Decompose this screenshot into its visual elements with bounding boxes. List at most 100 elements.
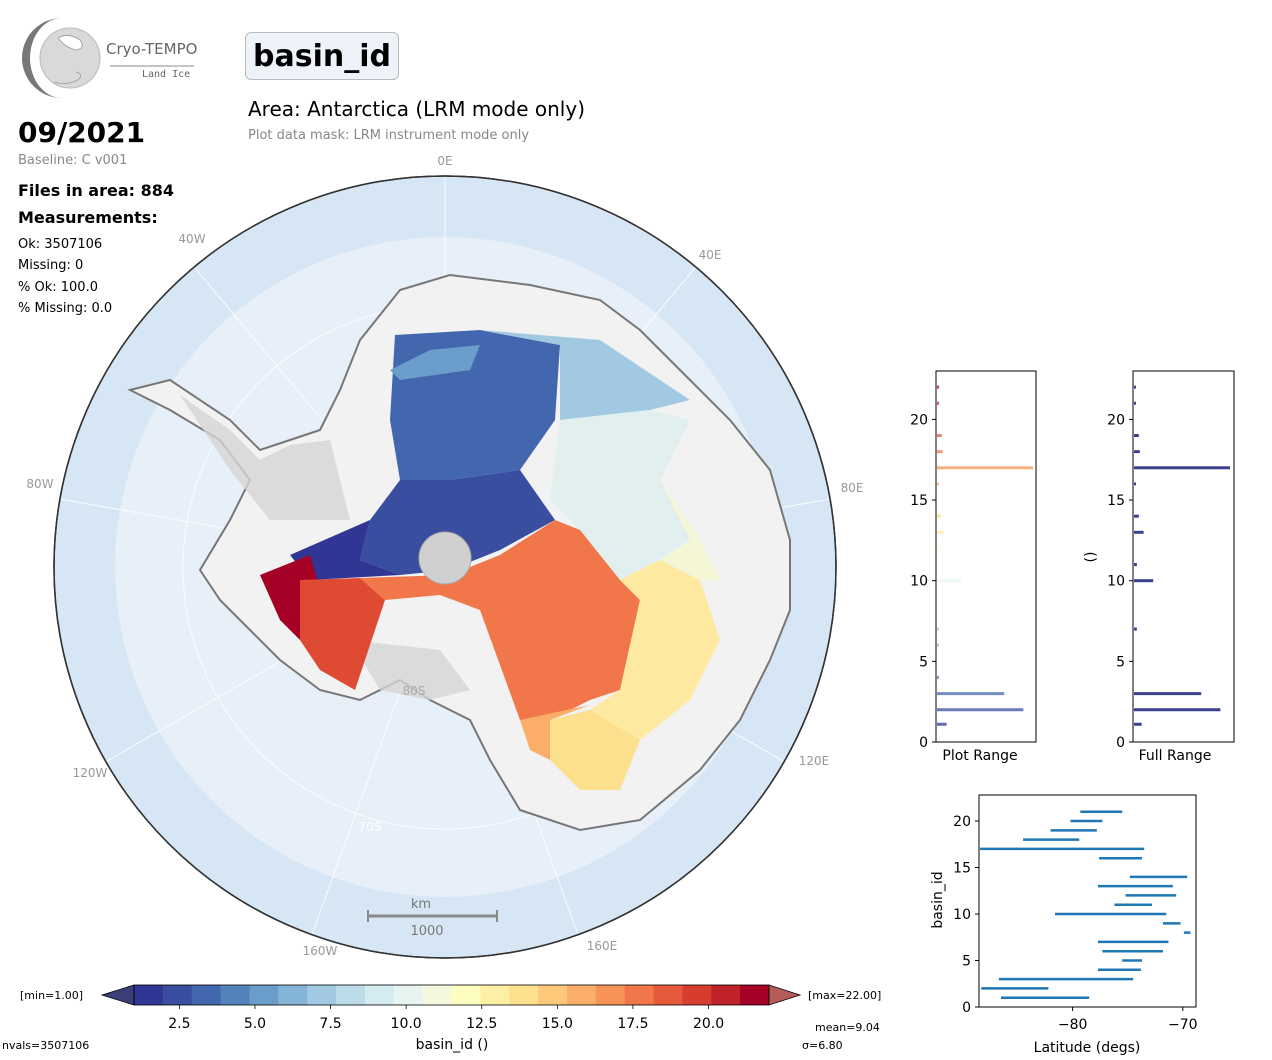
hist-bar — [937, 530, 944, 534]
hist-bar — [937, 579, 961, 583]
range-xtick-label: −80 — [1058, 1017, 1088, 1033]
colorbar-tick-label: 17.5 — [617, 1016, 648, 1032]
lat-label: 80S — [403, 684, 426, 698]
colorbar-tick-label: 15.0 — [542, 1016, 573, 1032]
hist-bar — [937, 675, 939, 679]
colorbar-cell — [653, 985, 683, 1005]
logo-subtitle: Land Ice — [142, 69, 191, 80]
colorbar-cell — [336, 985, 366, 1005]
colorbar-cell — [191, 985, 222, 1005]
hist-tick-label: 0 — [919, 735, 928, 751]
hist-bar — [1134, 627, 1137, 631]
hist-full-bars — [1134, 385, 1230, 726]
colorbar-tick-label: 2.5 — [168, 1016, 190, 1032]
files-in-area: Files in area: 884 — [18, 181, 174, 200]
map-labels: 0E 40E 80E 120E 160E 160W 120W 80W 40W 8… — [26, 154, 863, 958]
date-label: 09/2021 — [18, 116, 146, 149]
measurements-title: Measurements: — [18, 208, 158, 227]
colorbar-cell — [740, 985, 770, 1005]
colorbar-cell — [422, 985, 452, 1005]
scalebar-unit: km — [411, 897, 431, 912]
basin-polygons — [260, 330, 720, 790]
hist-full-ylabel: () — [1083, 552, 1099, 563]
hist-bar — [937, 514, 941, 518]
range-ytick-label: 5 — [962, 954, 971, 970]
colorbar-max-label: [max=22.00] — [808, 989, 881, 1002]
hist-bar — [937, 722, 947, 726]
lon-label: 80W — [26, 477, 53, 491]
lon-label: 40W — [178, 232, 205, 246]
hist-bar — [937, 546, 939, 550]
range-ytick-label: 10 — [953, 907, 971, 923]
lon-label: 120W — [73, 766, 108, 780]
hist-tick-label: 10 — [910, 574, 928, 590]
hist-tick-label: 5 — [1116, 654, 1125, 670]
hist-bar — [937, 482, 939, 486]
colorbar-tick-label: 12.5 — [466, 1016, 497, 1032]
scale-bar: km 1000 — [367, 897, 498, 939]
colorbar-tick-label: 10.0 — [391, 1016, 422, 1032]
lon-label: 0E — [437, 154, 452, 168]
logo: Cryo-TEMPO Land Ice — [18, 16, 198, 100]
colorbar-cell — [162, 985, 193, 1005]
range-xtick-label: −70 — [1168, 1017, 1198, 1033]
hist-tick-label: 20 — [1107, 412, 1125, 428]
stat-missing: Missing: 0 — [18, 258, 84, 273]
colorbar-cell — [134, 985, 164, 1005]
colorbar-cell — [451, 985, 481, 1005]
parameter-title: basin_id — [245, 32, 399, 80]
range-ylabel: basin_id — [930, 871, 946, 928]
scalebar-value: 1000 — [410, 924, 443, 939]
range-ytick-label: 0 — [962, 1000, 971, 1016]
hist-full-range: 0 5 10 15 20 Full Range () — [1083, 370, 1235, 764]
colorbar-nvals: nvals=3507106 — [2, 1039, 89, 1052]
hist-plot-range: 0 5 10 15 20 Plot Range — [910, 370, 1037, 764]
stat-pct-missing: % Missing: 0.0 — [18, 301, 113, 316]
hist-bar — [1134, 563, 1137, 567]
map-content — [55, 177, 835, 941]
hist-bar — [1134, 434, 1139, 438]
range-bars — [980, 810, 1191, 999]
lon-label: 160W — [303, 944, 338, 958]
baseline-label: Baseline: C v001 — [18, 153, 128, 168]
hist-bar — [1134, 530, 1144, 534]
colorbar-cell — [566, 985, 597, 1005]
colorbar-cell — [624, 985, 655, 1005]
mask-note: Plot data mask: LRM instrument mode only — [248, 128, 530, 143]
colorbar-label: basin_id () — [416, 1037, 489, 1053]
hist-plot-bars — [937, 385, 1033, 726]
colorbar-min-label: [min=1.00] — [20, 989, 83, 1002]
colorbar-cell — [307, 985, 337, 1005]
colorbar-min-arrow — [100, 984, 135, 1006]
hist-tick-label: 20 — [910, 412, 928, 428]
histograms: 0 5 10 15 20 Plot Range 0 5 10 15 20 Full Range … — [910, 370, 1235, 764]
hist-tick-label: 15 — [910, 493, 928, 509]
colorbar-cell — [682, 985, 712, 1005]
colorbar-mean: mean=9.04 — [815, 1021, 880, 1034]
lon-label: 80E — [841, 481, 864, 495]
colorbar-cell — [595, 985, 626, 1005]
colorbar-cell — [538, 985, 568, 1005]
hist-bar — [1134, 450, 1140, 454]
hist-bar — [1134, 401, 1136, 405]
hist-bar — [1134, 514, 1139, 518]
range-ytick-label: 20 — [953, 814, 971, 830]
colorbar: 2.5 5.0 7.5 10.0 12.5 15.0 17.5 20.0 [min=1.00]… — [2, 984, 881, 1053]
hist-bar — [1134, 579, 1154, 583]
colorbar-tick-label: 7.5 — [319, 1016, 341, 1032]
colorbar-max-arrow — [768, 984, 802, 1006]
range-xlabel: Latitude (degs) — [1034, 1040, 1141, 1056]
hist-bar — [937, 385, 939, 389]
hist-bar — [1134, 708, 1221, 712]
hist-bar — [937, 692, 1005, 696]
hist-bar — [1134, 385, 1136, 389]
hist-bar — [1134, 722, 1142, 726]
hist-full-xlabel: Full Range — [1139, 748, 1212, 764]
hist-tick-label: 10 — [1107, 574, 1125, 590]
colorbar-cell — [278, 985, 308, 1005]
hist-plot-xlabel: Plot Range — [942, 748, 1017, 764]
hist-tick-label: 5 — [919, 654, 928, 670]
hist-bar — [1134, 482, 1136, 486]
colorbar-cell — [249, 985, 279, 1005]
stat-pct-ok: % Ok: 100.0 — [18, 280, 98, 295]
